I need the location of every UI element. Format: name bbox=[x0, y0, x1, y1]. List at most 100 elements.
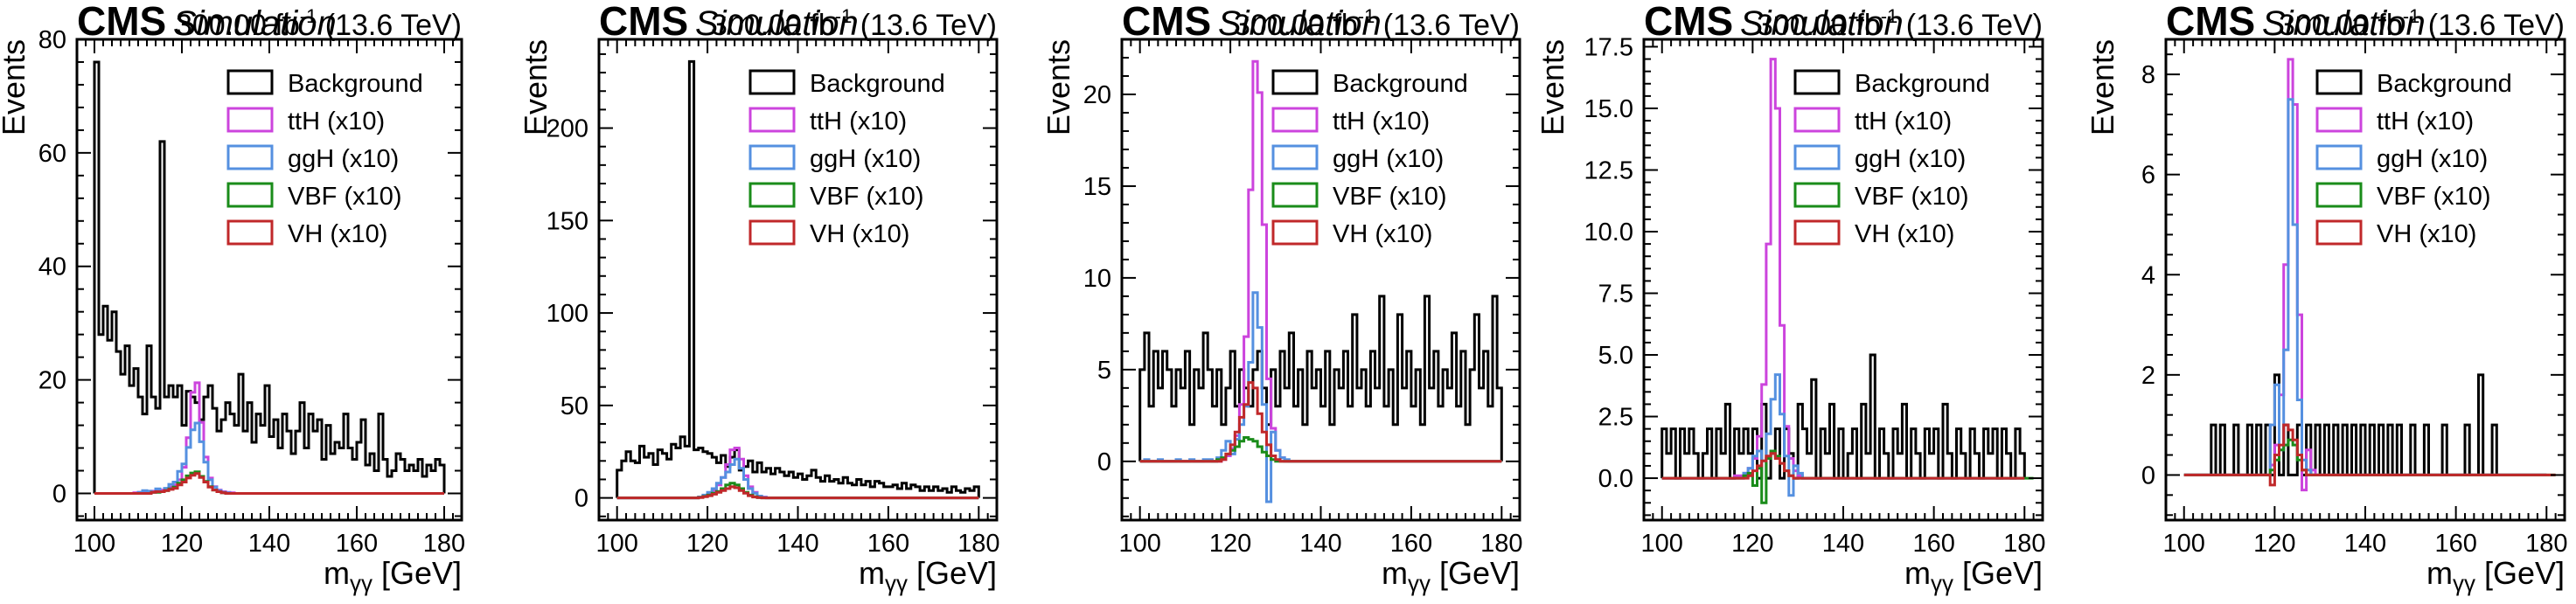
legend-item: VBF (x10) bbox=[1793, 182, 1969, 211]
plot-frame bbox=[75, 38, 463, 522]
legend-swatch bbox=[748, 107, 796, 133]
x-tick-label: 100 bbox=[2163, 530, 2205, 558]
x-tick-label: 140 bbox=[248, 530, 290, 558]
legend-swatch bbox=[226, 144, 274, 170]
y-tick-label: 200 bbox=[547, 115, 588, 143]
y-tick-label: 20 bbox=[1083, 81, 1111, 109]
legend-swatch bbox=[226, 69, 274, 95]
x-tick-label: 160 bbox=[2434, 530, 2476, 558]
x-tick-label: 160 bbox=[867, 530, 909, 558]
x-axis-label: mγγ [GeV] bbox=[1904, 555, 2043, 596]
x-tick-label: 140 bbox=[1822, 530, 1864, 558]
legend-item: VH (x10) bbox=[2315, 219, 2476, 248]
legend-item: VBF (x10) bbox=[2315, 182, 2491, 211]
legend-label: ttH (x10) bbox=[1333, 108, 1430, 135]
x-axis-label: mγγ [GeV] bbox=[859, 555, 997, 596]
legend-item: ttH (x10) bbox=[2315, 107, 2474, 135]
legend-label: VH (x10) bbox=[1333, 220, 1432, 248]
y-tick-label: 150 bbox=[547, 207, 588, 235]
legend-label: Background bbox=[288, 70, 423, 98]
x-tick-label: 120 bbox=[2253, 530, 2295, 558]
luminosity-label: 300.00 fb-1 (13.6 TeV) bbox=[1234, 5, 1520, 42]
x-tick-label: 100 bbox=[1118, 530, 1160, 558]
legend-label: VBF (x10) bbox=[288, 183, 402, 211]
y-tick-label: 0.0 bbox=[1598, 465, 1633, 493]
x-tick-label: 100 bbox=[73, 530, 115, 558]
x-tick-label: 100 bbox=[1641, 530, 1683, 558]
y-tick-label: 0 bbox=[1097, 448, 1111, 476]
series-vh bbox=[616, 485, 979, 500]
legend-swatch bbox=[2315, 144, 2363, 170]
y-axis-label: Events bbox=[518, 39, 553, 135]
series-background bbox=[93, 60, 446, 494]
legend-swatch bbox=[1793, 107, 1841, 133]
legend-item: ggH (x10) bbox=[1793, 144, 1966, 173]
legend-item: VBF (x10) bbox=[748, 182, 924, 211]
legend-label: ggH (x10) bbox=[288, 145, 399, 173]
y-tick-label: 60 bbox=[38, 140, 66, 168]
luminosity-label: 300.00 fb-1 (13.6 TeV) bbox=[1757, 5, 2043, 42]
series-background bbox=[616, 59, 980, 498]
luminosity-label: 300.00 fb-1 (13.6 TeV) bbox=[2279, 5, 2565, 42]
y-axis-label: Events bbox=[2085, 39, 2120, 135]
y-tick-label: 6 bbox=[2141, 162, 2155, 190]
y-axis-label: Events bbox=[0, 39, 31, 135]
legend-label: VBF (x10) bbox=[1333, 183, 1447, 211]
y-tick-label: 7.5 bbox=[1598, 281, 1633, 309]
x-tick-label: 140 bbox=[1299, 530, 1341, 558]
legend-item: VH (x10) bbox=[1793, 219, 1954, 248]
x-tick-label: 120 bbox=[686, 530, 728, 558]
legend-label: ttH (x10) bbox=[2377, 108, 2474, 135]
legend-label: ggH (x10) bbox=[1333, 145, 1444, 173]
series-tth bbox=[1661, 58, 2025, 480]
y-tick-label: 8 bbox=[2141, 61, 2155, 89]
y-tick-label: 20 bbox=[38, 367, 66, 395]
x-tick-label: 180 bbox=[423, 530, 465, 558]
legend-swatch bbox=[748, 219, 796, 246]
legend-swatch bbox=[226, 107, 274, 133]
x-tick-label: 160 bbox=[1390, 530, 1432, 558]
y-tick-label: 0 bbox=[52, 480, 66, 508]
series-vh bbox=[94, 472, 444, 495]
y-tick-label: 40 bbox=[38, 253, 66, 281]
x-tick-label: 120 bbox=[1209, 530, 1251, 558]
legend-swatch bbox=[1271, 144, 1319, 170]
legend-item: ttH (x10) bbox=[226, 107, 385, 135]
legend-item: Background bbox=[748, 69, 945, 98]
legend-label: ggH (x10) bbox=[810, 145, 921, 173]
y-tick-label: 4 bbox=[2141, 261, 2155, 289]
legend-swatch bbox=[1793, 144, 1841, 170]
y-tick-label: 12.5 bbox=[1584, 156, 1633, 184]
legend-swatch bbox=[2315, 182, 2363, 208]
legend-swatch bbox=[1271, 69, 1319, 95]
legend-item: VH (x10) bbox=[748, 219, 909, 248]
y-tick-label: 2.5 bbox=[1598, 404, 1633, 432]
x-tick-label: 140 bbox=[776, 530, 818, 558]
legend-label: VBF (x10) bbox=[2377, 183, 2491, 211]
legend-label: ttH (x10) bbox=[1855, 108, 1952, 135]
simulation-label: Simulation bbox=[1218, 4, 1382, 43]
legend-swatch bbox=[748, 182, 796, 208]
legend-item: Background bbox=[226, 69, 423, 98]
y-tick-label: 50 bbox=[560, 392, 588, 420]
x-tick-label: 180 bbox=[2003, 530, 2045, 558]
plot-frame bbox=[597, 38, 999, 522]
legend-label: VH (x10) bbox=[1855, 220, 1954, 248]
legend-label: VH (x10) bbox=[2377, 220, 2476, 248]
legend-item: ttH (x10) bbox=[1793, 107, 1952, 135]
legend-item: VH (x10) bbox=[1271, 219, 1432, 248]
legend-label: Background bbox=[1855, 70, 1990, 98]
legend-item: ggH (x10) bbox=[2315, 144, 2488, 173]
x-axis-label: mγγ [GeV] bbox=[2426, 555, 2565, 596]
x-tick-label: 140 bbox=[2344, 530, 2386, 558]
legend-swatch bbox=[1271, 219, 1319, 246]
legend-swatch bbox=[748, 144, 796, 170]
series-ggh bbox=[2183, 98, 2547, 476]
legend-swatch bbox=[2315, 107, 2363, 133]
simulation-label: Simulation bbox=[173, 4, 337, 43]
y-tick-label: 15.0 bbox=[1584, 95, 1633, 123]
legend-swatch bbox=[2315, 69, 2363, 95]
